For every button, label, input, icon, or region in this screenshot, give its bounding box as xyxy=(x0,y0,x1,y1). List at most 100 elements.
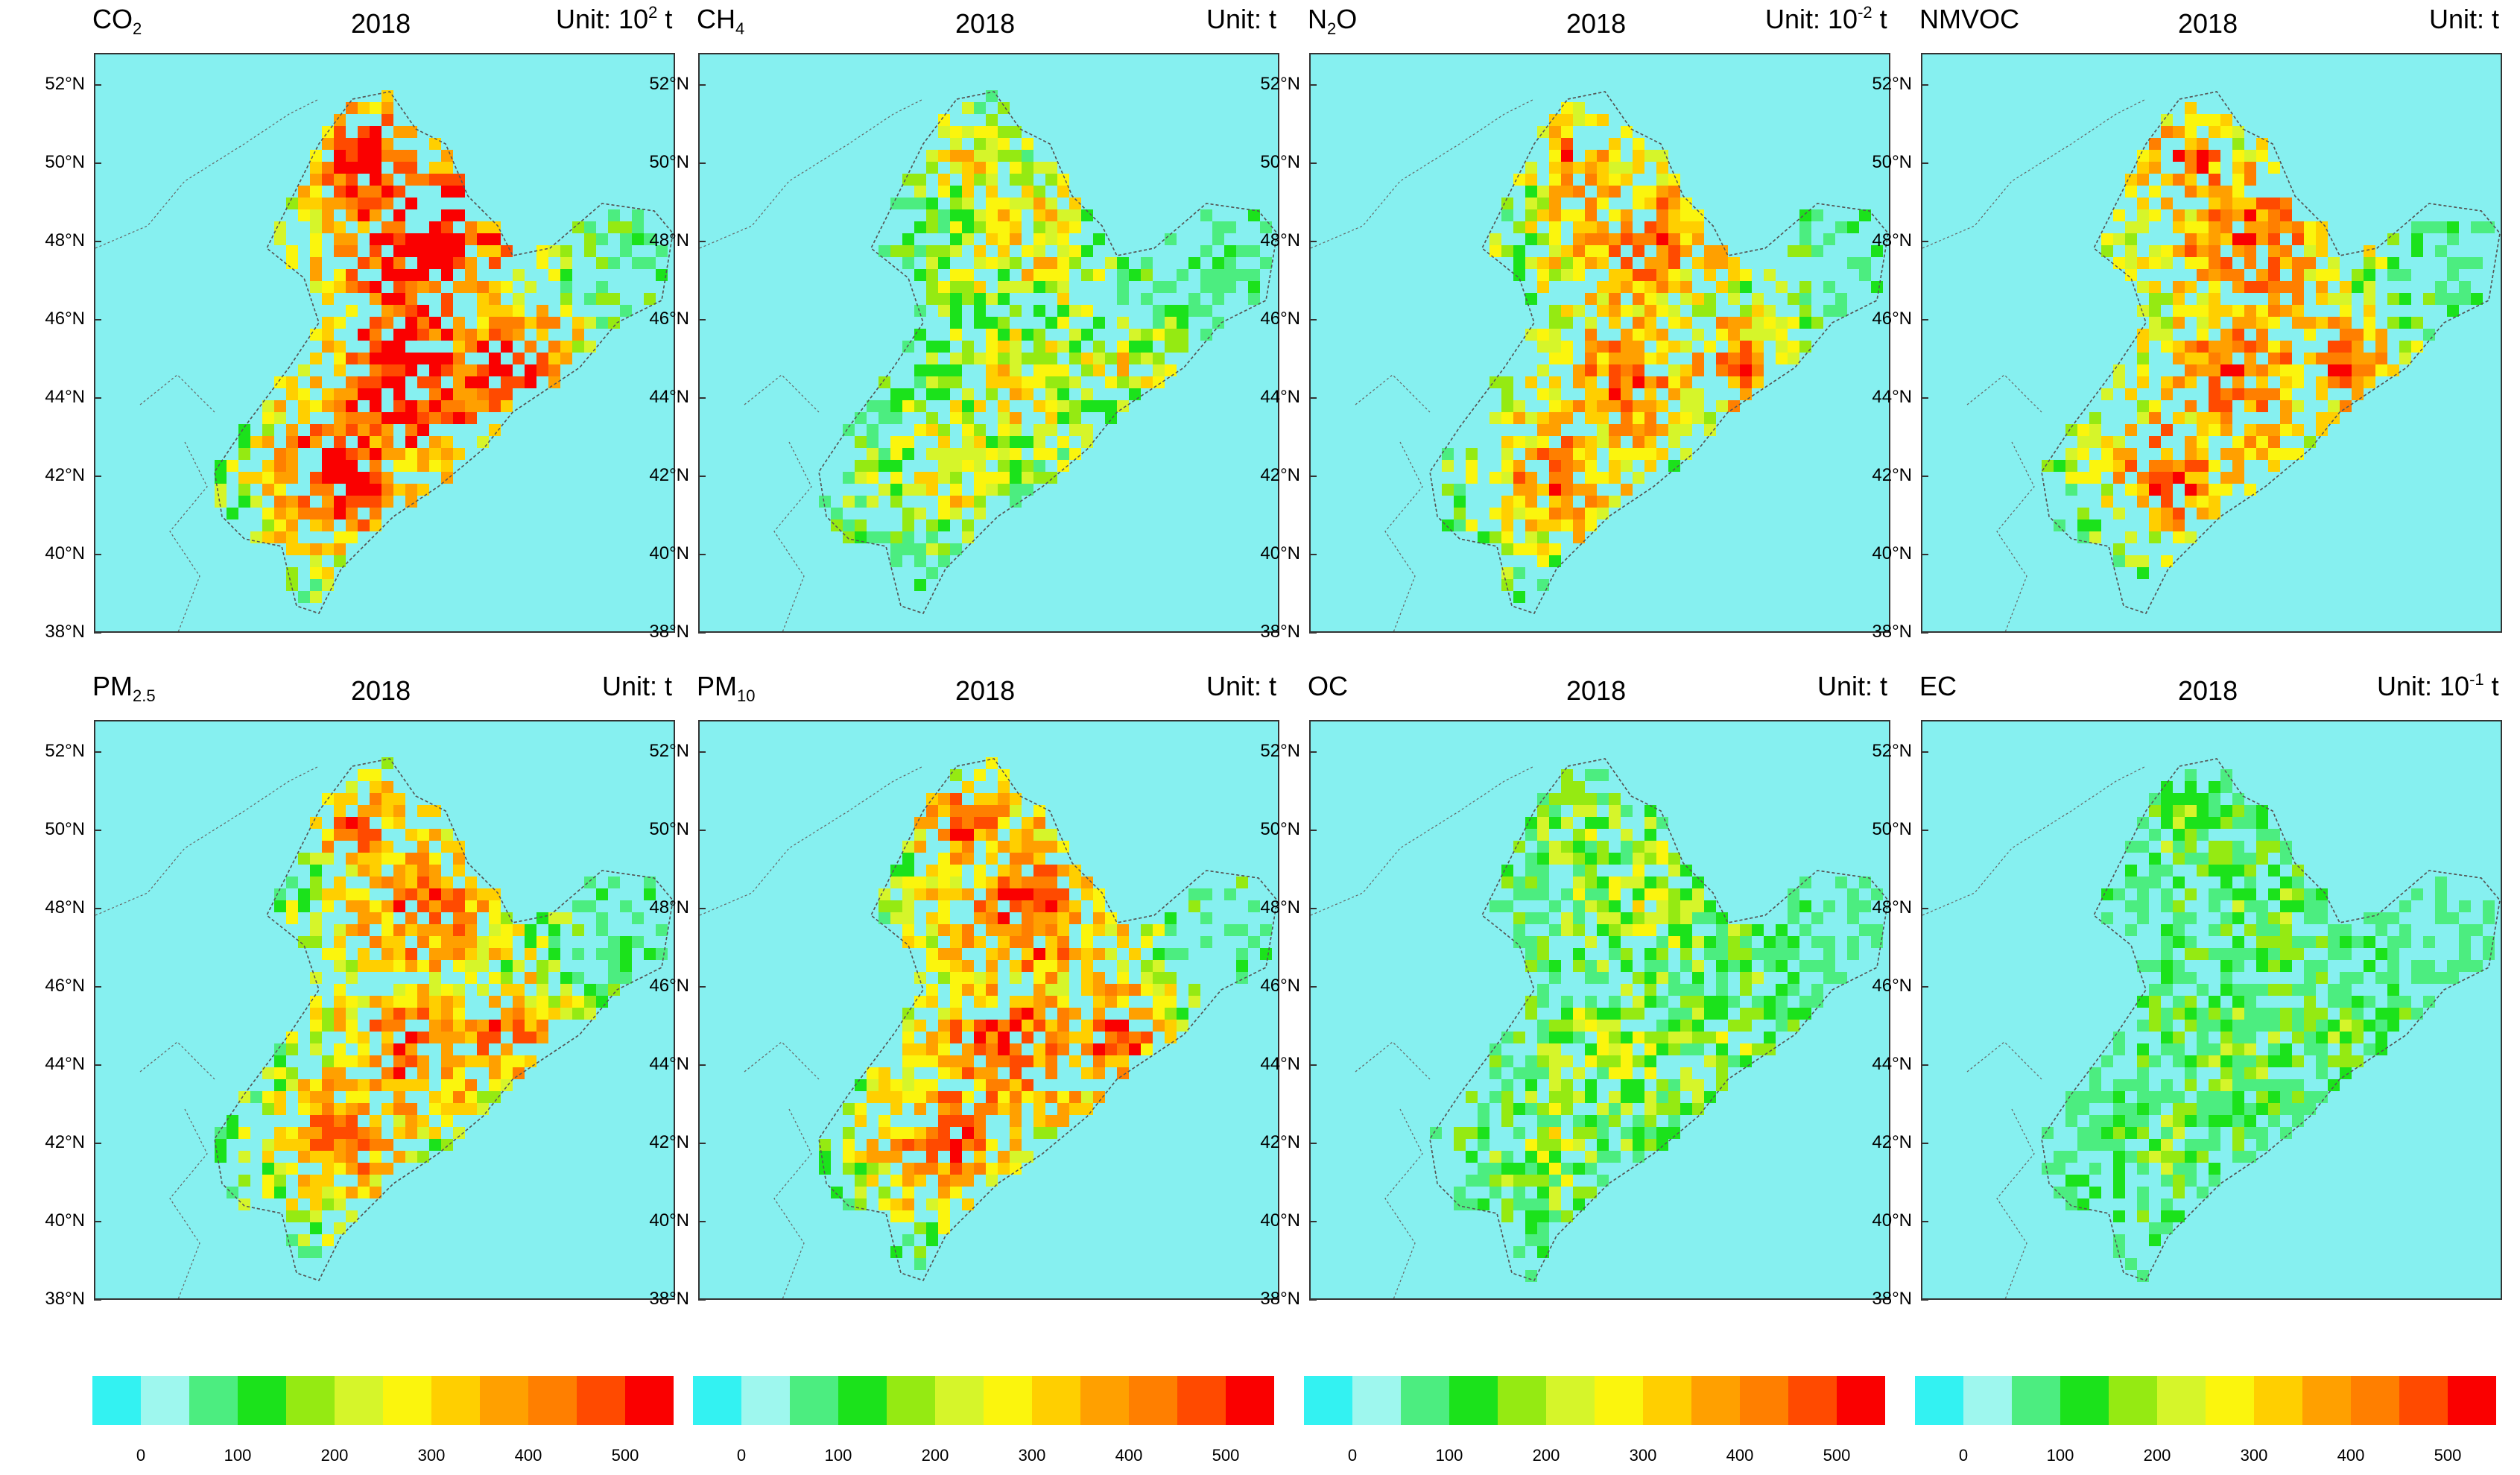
grid-cell xyxy=(1788,1020,1799,1032)
grid-cell xyxy=(1537,531,1549,543)
grid-cell xyxy=(998,1032,1010,1043)
grid-cell xyxy=(1644,877,1656,888)
grid-cell xyxy=(1633,972,1644,984)
grid-cell xyxy=(441,829,453,841)
grid-cell xyxy=(1680,448,1692,460)
grid-cell xyxy=(1022,936,1033,948)
grid-cell xyxy=(393,865,405,877)
grid-cell xyxy=(2232,984,2244,996)
grid-cell xyxy=(215,1139,227,1151)
grid-cell xyxy=(1668,376,1680,388)
grid-cell xyxy=(1537,1127,1549,1139)
grid-cell xyxy=(950,805,962,817)
grid-cell xyxy=(2220,805,2232,817)
grid-cell xyxy=(382,817,393,829)
grid-cell xyxy=(2292,877,2304,888)
grid-cell xyxy=(1609,924,1621,936)
grid-cell xyxy=(2161,817,2173,829)
grid-cell xyxy=(2352,269,2364,281)
grid-cell xyxy=(1248,269,1260,281)
grid-cell xyxy=(346,305,358,317)
grid-cell xyxy=(262,1091,274,1103)
grid-cell xyxy=(1200,281,1212,293)
grid-cell xyxy=(1549,1103,1561,1115)
grid-cell xyxy=(1501,508,1513,519)
grid-cell xyxy=(998,102,1010,114)
grid-cell xyxy=(334,1067,346,1079)
grid-cell xyxy=(560,984,572,996)
grid-cell xyxy=(1489,1055,1501,1067)
grid-cell xyxy=(2304,1008,2316,1020)
grid-cell xyxy=(334,388,346,400)
grid-cell xyxy=(1728,281,1740,293)
grid-cell xyxy=(2459,960,2471,972)
grid-cell xyxy=(2077,436,2089,448)
grid-cell xyxy=(2280,900,2292,912)
grid-cell xyxy=(1033,400,1045,412)
grid-cell xyxy=(405,1043,417,1055)
grid-cell xyxy=(1668,198,1680,209)
grid-cell xyxy=(2268,257,2280,269)
grid-cell xyxy=(477,317,489,329)
latitude-label: 50°N xyxy=(649,152,689,172)
grid-cell xyxy=(596,257,608,269)
grid-cell xyxy=(986,853,998,865)
grid-cell xyxy=(2101,460,2113,472)
grid-cell xyxy=(2089,1187,2101,1198)
grid-cell xyxy=(1165,341,1177,353)
grid-cell xyxy=(1525,1139,1537,1151)
grid-cell xyxy=(1022,960,1033,972)
grid-cell xyxy=(843,1151,855,1163)
grid-cell xyxy=(1525,877,1537,888)
latitude-tick xyxy=(1309,162,1317,164)
grid-cell xyxy=(1644,1091,1656,1103)
grid-cell xyxy=(1057,900,1069,912)
grid-cell xyxy=(358,769,370,781)
grid-cell xyxy=(1010,353,1022,364)
grid-cell xyxy=(1740,936,1752,948)
grid-cell xyxy=(1093,1055,1105,1067)
grid-cell xyxy=(262,1175,274,1187)
grid-cell xyxy=(986,984,998,996)
grid-cell xyxy=(1057,984,1069,996)
grid-cell xyxy=(2292,257,2304,269)
grid-cell xyxy=(346,924,358,936)
grid-cell xyxy=(1680,1067,1692,1079)
grid-cell xyxy=(1644,281,1656,293)
grid-cell xyxy=(1466,472,1478,484)
grid-cell xyxy=(370,341,382,353)
grid-cell xyxy=(322,519,334,531)
grid-cell xyxy=(441,1091,453,1103)
grid-cell xyxy=(2209,150,2220,162)
grid-cell xyxy=(1656,448,1668,460)
grid-cell xyxy=(536,1008,548,1020)
grid-cell xyxy=(867,1079,878,1091)
unit-text: Unit: t xyxy=(1206,4,1277,34)
grid-cell xyxy=(1537,329,1549,341)
grid-cell xyxy=(2137,484,2149,496)
grid-cell xyxy=(298,186,310,198)
grid-cell xyxy=(986,1163,998,1175)
grid-cell xyxy=(1537,543,1549,555)
grid-cell xyxy=(1633,162,1644,174)
grid-cell xyxy=(1105,376,1117,388)
grid-cell xyxy=(370,400,382,412)
grid-cell xyxy=(382,924,393,936)
grid-cell xyxy=(1644,233,1656,245)
grid-cell xyxy=(1585,936,1597,948)
grid-cell xyxy=(1549,1079,1561,1091)
grid-cell xyxy=(2197,460,2209,472)
grid-cell xyxy=(2304,221,2316,233)
grid-cell xyxy=(1597,341,1609,353)
grid-cell xyxy=(417,412,429,424)
latitude-tick xyxy=(94,1064,101,1066)
latitude-tick xyxy=(1309,1064,1317,1066)
grid-cell xyxy=(1117,1043,1129,1055)
grid-cell xyxy=(914,936,926,948)
grid-cell xyxy=(2459,924,2471,936)
grid-cell xyxy=(1165,364,1177,376)
colorbar-swatch xyxy=(625,1376,674,1425)
grid-cell xyxy=(1525,853,1537,865)
grid-cell xyxy=(1093,1043,1105,1055)
grid-cell xyxy=(441,1115,453,1127)
